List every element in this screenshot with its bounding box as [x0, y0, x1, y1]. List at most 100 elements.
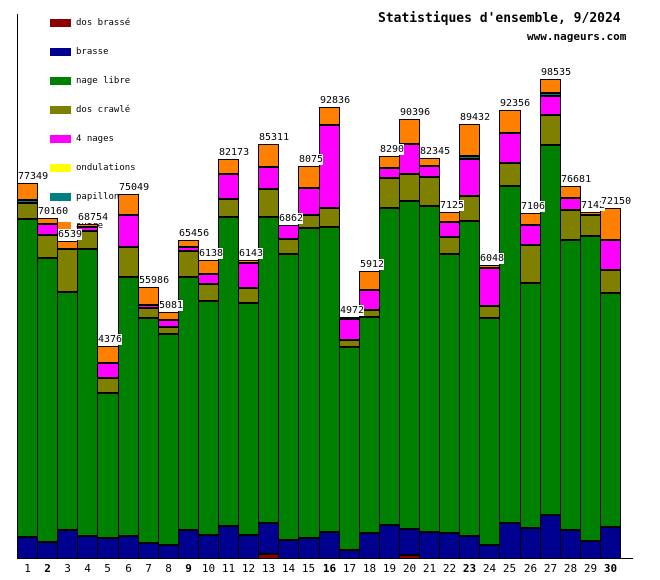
bar-segment-nage-libre	[118, 277, 139, 536]
bar-segment-4-nages	[319, 125, 340, 208]
bar-segment-nage-libre	[419, 206, 440, 532]
legend-swatch	[50, 193, 71, 201]
bar-segment-nage-libre	[158, 334, 179, 545]
x-tick-label-9: 9	[185, 562, 192, 575]
bar-segment-nage-libre	[238, 303, 259, 535]
bar-segment-4-nages	[218, 174, 239, 199]
bar-segment-dos-crawl-	[499, 163, 521, 186]
bar-value-label-day-19: 8290	[380, 144, 405, 155]
bar-segment-nage-libre	[399, 201, 420, 529]
bar-value-label-day-12: 6143	[239, 248, 264, 259]
bar-day-4	[77, 224, 98, 559]
bar-segment-nage-libre	[278, 254, 299, 540]
legend-swatch	[50, 48, 71, 56]
bar-value-label-day-30: 72150	[601, 196, 632, 207]
bar-segment-brasse	[198, 535, 219, 559]
bar-segment-dos-crawl-	[520, 245, 541, 283]
x-tick-label-13: 13	[261, 562, 276, 575]
x-tick-label-29: 29	[583, 562, 598, 575]
bar-segment-4-nages	[479, 268, 500, 306]
x-tick-label-7: 7	[145, 562, 152, 575]
bar-day-26	[520, 213, 541, 559]
bar-segment-brasse	[118, 536, 139, 559]
bar-value-label-day-5: 4376	[98, 334, 123, 345]
bar-segment-brasse	[580, 541, 601, 559]
bar-day-13	[258, 144, 279, 559]
bar-value-label-day-6: 75049	[119, 182, 150, 193]
bar-segment-dos-crawl-	[258, 189, 279, 217]
bar-segment-dos-crawl-	[238, 288, 259, 303]
bar-segment-brasse	[600, 527, 621, 559]
bar-segment-4-nages	[298, 188, 320, 215]
bar-segment-autre	[77, 224, 98, 227]
bar-segment-autre	[138, 287, 159, 305]
bar-segment-brasse	[439, 533, 460, 559]
bar-value-label-day-17: 4972	[340, 305, 365, 316]
bar-segment-4-nages	[499, 133, 521, 163]
bar-day-8	[158, 312, 179, 559]
x-tick-label-21: 21	[422, 562, 437, 575]
bar-segment-dos-crawl-	[77, 231, 98, 249]
bar-segment-dos-brass-	[399, 555, 420, 559]
bar-segment-dos-crawl-	[479, 306, 500, 318]
bar-day-17	[339, 317, 360, 559]
legend-label: dos crawlé	[76, 105, 131, 115]
legend-label: ondulations	[76, 163, 136, 173]
bar-segment-dos-crawl-	[560, 210, 581, 240]
legend-label: nage libre	[76, 76, 131, 86]
bar-day-25	[499, 110, 521, 559]
bar-day-11	[218, 159, 239, 559]
bar-segment-brasse	[218, 526, 239, 559]
chart-title: Statistiques d'ensemble, 9/2024	[378, 11, 621, 26]
bar-value-label-day-16: 92836	[320, 95, 351, 106]
legend-swatch	[50, 164, 71, 172]
bar-segment-nage-libre	[218, 217, 239, 526]
bar-value-label-day-21: 82345	[420, 146, 451, 157]
bar-value-label-day-29: 7142	[581, 200, 606, 211]
x-tick-label-5: 5	[104, 562, 111, 575]
bar-segment-brasse	[238, 535, 259, 559]
bar-day-14	[278, 225, 299, 559]
bar-value-label-day-1: 77349	[18, 171, 49, 182]
bar-segment-4-nages	[238, 263, 259, 288]
bar-segment-brasse	[37, 542, 58, 559]
bar-segment-dos-crawl-	[419, 177, 440, 206]
bar-value-label-day-11: 82173	[219, 147, 250, 158]
bar-segment-autre	[298, 166, 320, 188]
bar-segment-brasse	[178, 530, 199, 559]
bar-segment-dos-crawl-	[97, 378, 119, 393]
x-tick-label-14: 14	[281, 562, 296, 575]
bar-segment-4-nages	[118, 215, 139, 247]
bar-segment-autre	[17, 183, 38, 200]
legend-swatch	[50, 222, 71, 230]
bar-segment-autre	[540, 79, 561, 93]
bar-day-30	[600, 208, 621, 559]
bar-segment-dos-crawl-	[319, 208, 340, 227]
bar-value-label-day-27: 98535	[541, 67, 572, 78]
bar-segment-4-nages	[198, 274, 219, 284]
bar-segment-dos-crawl-	[399, 174, 420, 201]
bar-day-27	[540, 79, 561, 559]
x-tick-label-12: 12	[241, 562, 256, 575]
bar-segment-4-nages	[278, 225, 299, 239]
bar-segment-brasse	[158, 545, 179, 559]
bar-day-29	[580, 212, 601, 559]
x-tick-label-26: 26	[523, 562, 538, 575]
bar-segment-dos-crawl-	[218, 199, 239, 217]
bar-segment-4-nages	[520, 225, 541, 245]
bar-segment-autre	[118, 194, 139, 215]
bar-segment-nage-libre	[339, 347, 360, 550]
bar-segment-4-nages	[419, 166, 440, 177]
bar-value-label-day-9: 65456	[179, 228, 210, 239]
bar-segment-brasse	[560, 530, 581, 559]
bar-day-5	[97, 346, 119, 559]
bar-day-1	[17, 183, 38, 559]
bar-day-12	[238, 260, 259, 559]
x-tick-label-24: 24	[482, 562, 497, 575]
bar-segment-nage-libre	[580, 236, 601, 541]
bar-segment-nage-libre	[379, 208, 400, 525]
bar-segment-4-nages	[379, 168, 400, 178]
bar-value-label-day-10: 6138	[199, 248, 224, 259]
bar-segment-papillon	[459, 156, 480, 159]
